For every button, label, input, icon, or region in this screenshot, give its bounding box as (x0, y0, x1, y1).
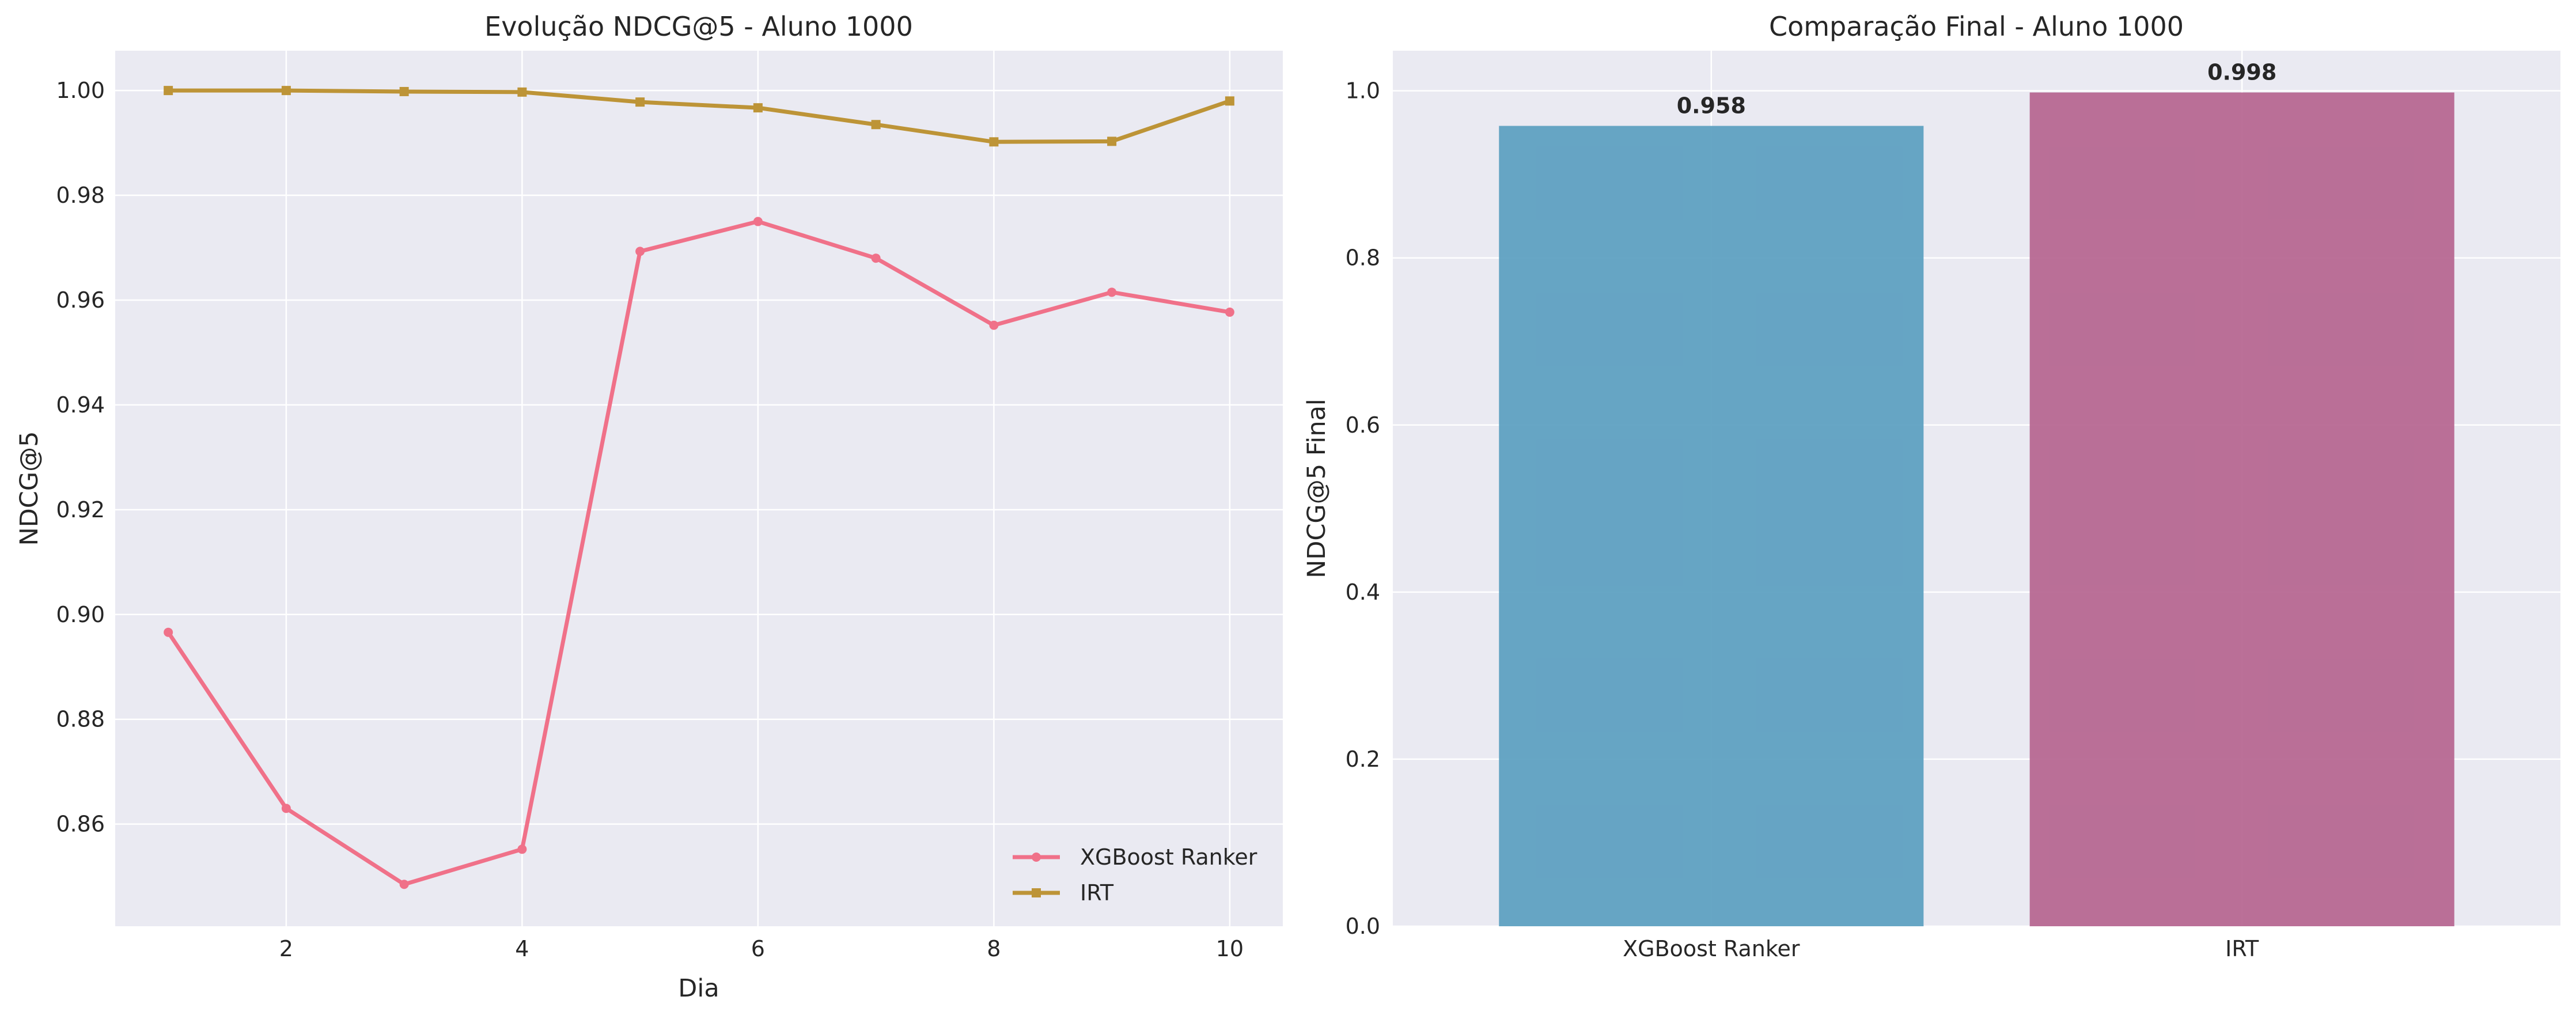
x-tick-label: 4 (515, 936, 529, 961)
data-point-irt (281, 86, 291, 96)
bar-xgboost-ranker (1499, 126, 1924, 927)
x-tick-label: 8 (987, 936, 1001, 961)
y-tick-label: 0.88 (56, 707, 105, 732)
bar-irt (2029, 92, 2454, 927)
data-point-xgboost-ranker (1107, 287, 1117, 297)
data-point-xgboost-ranker (989, 320, 999, 330)
x-tick-label: 6 (751, 936, 765, 961)
data-point-xgboost-ranker (281, 804, 291, 813)
data-point-irt (989, 137, 999, 147)
bar-value-label-xgboost-ranker: 0.958 (1677, 93, 1746, 119)
data-point-xgboost-ranker (1225, 307, 1234, 317)
data-point-irt (399, 86, 409, 96)
legend-marker-irt (1032, 888, 1041, 897)
y-tick-label: 0.0 (1346, 914, 1380, 939)
y-tick-label: 1.00 (56, 78, 105, 103)
data-point-xgboost-ranker (164, 627, 173, 637)
legend-label-irt: IRT (1080, 880, 1114, 906)
bar-chart-bars: 0.958 0.998 (1499, 60, 2454, 927)
bar-chart-y-ticks: 0.0 0.2 0.4 0.6 0.8 1.0 (1346, 78, 1380, 939)
data-point-xgboost-ranker (753, 217, 763, 226)
line-chart-y-axis-label: NDCG@5 (15, 431, 44, 546)
x-tick-label-irt: IRT (2225, 936, 2259, 961)
series-line-xgboost-ranker (166, 219, 1230, 887)
line-chart-series (164, 86, 1234, 889)
bar-chart-title: Comparação Final - Aluno 1000 (1769, 11, 2184, 42)
series-line-irt (168, 88, 1230, 144)
y-tick-label: 0.6 (1346, 412, 1380, 438)
x-tick-label: 2 (279, 936, 293, 961)
y-tick-label: 1.0 (1346, 78, 1380, 104)
y-tick-label: 0.96 (56, 287, 105, 313)
bar-value-label-irt: 0.998 (2207, 60, 2276, 85)
data-point-xgboost-ranker (635, 247, 645, 256)
data-point-irt (753, 103, 763, 113)
y-tick-label: 0.94 (56, 392, 105, 418)
line-chart-y-ticks: 0.86 0.88 0.90 0.92 0.94 0.96 0.98 1.00 (56, 78, 105, 836)
y-tick-label: 0.90 (56, 602, 105, 627)
line-chart-legend: XGBoost Ranker IRT (1013, 844, 1257, 906)
x-tick-label-xgboost-ranker: XGBoost Ranker (1623, 936, 1800, 961)
bar-chart-y-axis-label: NDCG@5 Final (1302, 399, 1331, 578)
data-point-xgboost-ranker (871, 253, 881, 263)
y-tick-label: 0.86 (56, 812, 105, 837)
y-tick-label: 0.98 (56, 183, 105, 208)
y-tick-label: 0.4 (1346, 579, 1380, 605)
y-tick-label: 0.2 (1346, 747, 1380, 772)
y-tick-label: 0.92 (56, 497, 105, 522)
data-point-irt (871, 120, 881, 130)
bar-chart-x-ticks: XGBoost Ranker IRT (1623, 936, 2259, 961)
y-tick-label: 0.8 (1346, 245, 1380, 271)
line-chart-title: Evolução NDCG@5 - Aluno 1000 (484, 11, 913, 42)
line-chart-x-axis-label: Dia (678, 974, 719, 1003)
line-chart-plot-area (115, 51, 1283, 926)
data-point-xgboost-ranker (399, 880, 409, 889)
data-point-xgboost-ranker (517, 844, 527, 854)
data-point-irt (1107, 137, 1117, 146)
x-tick-label: 10 (1216, 936, 1244, 961)
legend-label-xgboost: XGBoost Ranker (1080, 844, 1257, 870)
data-point-irt (517, 87, 527, 97)
line-chart-panel: 2 4 6 8 10 0.860.880.900.920.940.960.981.00 … (15, 11, 1283, 1003)
legend-marker-xgboost (1032, 853, 1041, 862)
data-point-irt (164, 86, 173, 96)
data-point-irt (1225, 96, 1234, 106)
line-chart-x-ticks: 2 4 6 8 10 (279, 936, 1244, 961)
data-point-irt (635, 97, 645, 107)
